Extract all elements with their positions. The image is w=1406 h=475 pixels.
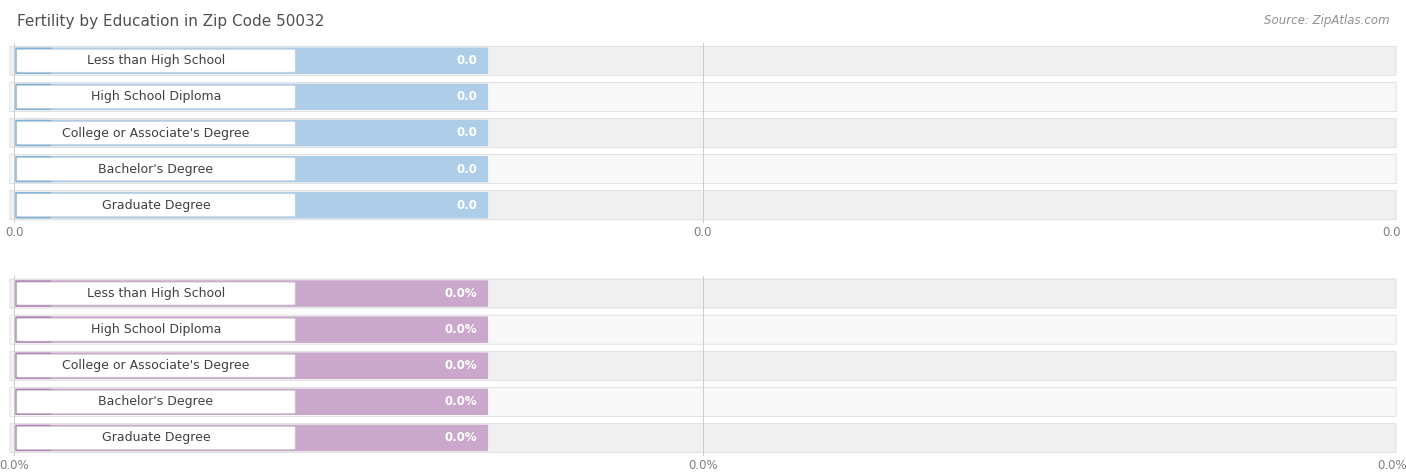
FancyBboxPatch shape [17,427,295,449]
Text: 0.0%: 0.0% [444,431,477,445]
FancyBboxPatch shape [15,120,51,146]
FancyBboxPatch shape [15,280,488,307]
Text: Graduate Degree: Graduate Degree [101,431,211,445]
FancyBboxPatch shape [15,84,488,110]
FancyBboxPatch shape [15,84,488,110]
FancyBboxPatch shape [15,389,488,415]
FancyBboxPatch shape [15,389,51,415]
Text: 0.0: 0.0 [456,90,477,104]
FancyBboxPatch shape [15,425,488,451]
FancyBboxPatch shape [15,352,488,379]
FancyBboxPatch shape [15,352,51,379]
FancyBboxPatch shape [15,156,488,182]
FancyBboxPatch shape [15,425,488,451]
Text: 0.0%: 0.0% [444,359,477,372]
FancyBboxPatch shape [10,82,1396,112]
FancyBboxPatch shape [15,352,488,379]
Text: Bachelor's Degree: Bachelor's Degree [98,162,214,176]
FancyBboxPatch shape [15,192,51,218]
Text: 0.0%: 0.0% [444,287,477,300]
FancyBboxPatch shape [15,316,51,343]
FancyBboxPatch shape [15,120,488,146]
Text: Fertility by Education in Zip Code 50032: Fertility by Education in Zip Code 50032 [17,14,325,29]
FancyBboxPatch shape [10,46,1396,76]
Text: 0.0: 0.0 [456,126,477,140]
FancyBboxPatch shape [17,158,295,180]
FancyBboxPatch shape [10,351,1396,380]
FancyBboxPatch shape [15,156,51,182]
Text: High School Diploma: High School Diploma [91,90,221,104]
Text: College or Associate's Degree: College or Associate's Degree [62,126,250,140]
FancyBboxPatch shape [17,318,295,341]
FancyBboxPatch shape [15,48,488,74]
Text: Less than High School: Less than High School [87,287,225,300]
FancyBboxPatch shape [10,387,1396,417]
FancyBboxPatch shape [15,316,488,343]
Text: 0.0%: 0.0% [444,395,477,408]
FancyBboxPatch shape [15,389,488,415]
FancyBboxPatch shape [15,425,51,451]
Text: 0.0: 0.0 [456,199,477,212]
FancyBboxPatch shape [15,156,488,182]
FancyBboxPatch shape [15,280,51,307]
FancyBboxPatch shape [15,120,488,146]
FancyBboxPatch shape [10,279,1396,308]
FancyBboxPatch shape [17,390,295,413]
FancyBboxPatch shape [10,315,1396,344]
Text: College or Associate's Degree: College or Associate's Degree [62,359,250,372]
FancyBboxPatch shape [15,48,488,74]
FancyBboxPatch shape [15,48,51,74]
FancyBboxPatch shape [15,192,488,218]
Text: High School Diploma: High School Diploma [91,323,221,336]
Text: 0.0%: 0.0% [444,323,477,336]
FancyBboxPatch shape [17,194,295,217]
FancyBboxPatch shape [17,122,295,144]
Text: Graduate Degree: Graduate Degree [101,199,211,212]
FancyBboxPatch shape [17,354,295,377]
Text: Bachelor's Degree: Bachelor's Degree [98,395,214,408]
FancyBboxPatch shape [15,280,488,307]
FancyBboxPatch shape [17,49,295,72]
FancyBboxPatch shape [10,154,1396,184]
FancyBboxPatch shape [10,118,1396,148]
FancyBboxPatch shape [15,192,488,218]
FancyBboxPatch shape [15,316,488,343]
FancyBboxPatch shape [10,190,1396,220]
FancyBboxPatch shape [15,84,51,110]
Text: 0.0: 0.0 [456,54,477,67]
Text: Source: ZipAtlas.com: Source: ZipAtlas.com [1264,14,1389,27]
FancyBboxPatch shape [17,282,295,305]
FancyBboxPatch shape [17,86,295,108]
FancyBboxPatch shape [10,423,1396,453]
Text: 0.0: 0.0 [456,162,477,176]
Text: Less than High School: Less than High School [87,54,225,67]
